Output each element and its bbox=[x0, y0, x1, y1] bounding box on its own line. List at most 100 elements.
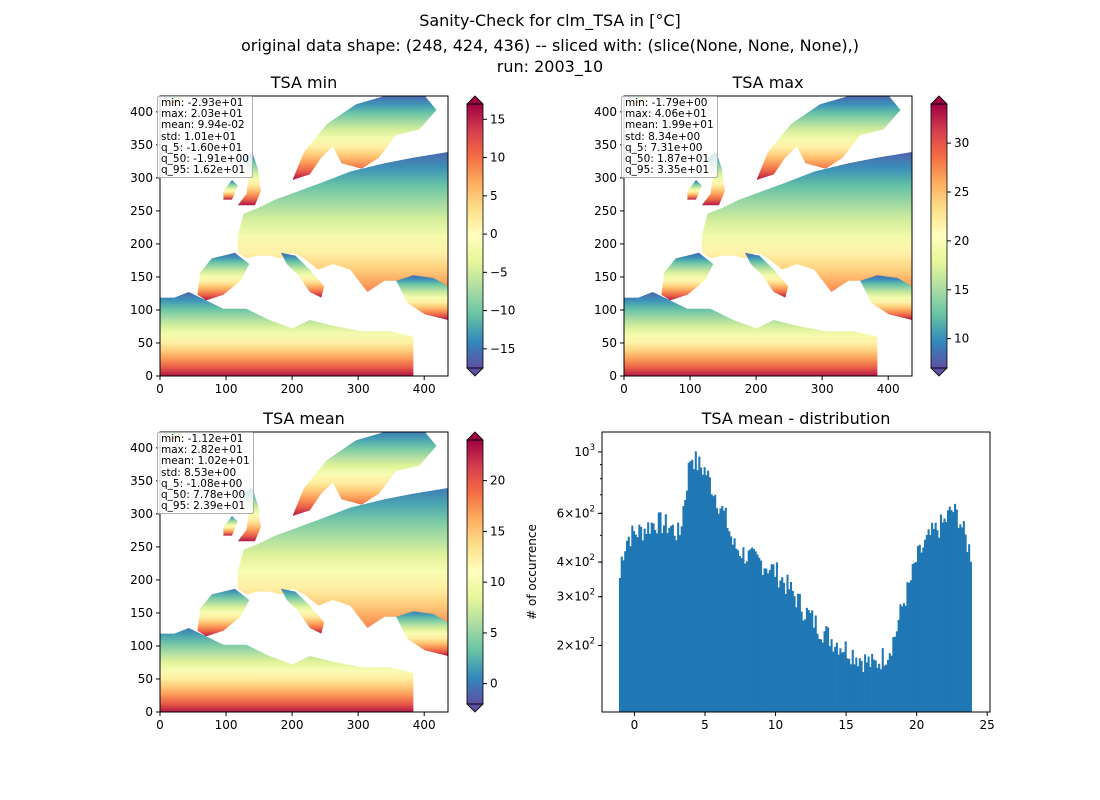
y-tick-label-exponent: 2 bbox=[590, 504, 595, 514]
histogram-bar bbox=[950, 510, 953, 712]
histogram-bar bbox=[964, 534, 967, 712]
histogram-bar bbox=[922, 547, 925, 712]
colorbar-tick-label: −10 bbox=[490, 304, 515, 318]
histogram-bar bbox=[821, 642, 824, 712]
histogram-bar bbox=[645, 534, 648, 712]
histogram-bar bbox=[800, 611, 803, 712]
histogram-bars bbox=[618, 451, 972, 712]
y-tick-label: 100 bbox=[130, 639, 153, 653]
y-tick-label-exponent: 3 bbox=[590, 443, 595, 453]
histogram-bar bbox=[844, 641, 847, 712]
histogram-bar bbox=[892, 637, 895, 712]
land-region bbox=[756, 96, 901, 180]
land-mask bbox=[160, 432, 448, 712]
y-tick-label: 350 bbox=[594, 138, 617, 152]
histogram-bar bbox=[941, 522, 944, 712]
histogram-bar bbox=[827, 627, 830, 712]
histogram-bar bbox=[752, 549, 756, 712]
histogram-bar bbox=[837, 654, 840, 712]
histogram-bar bbox=[888, 653, 891, 712]
histogram-bar bbox=[938, 537, 941, 712]
histogram-bar bbox=[828, 646, 831, 712]
land-region bbox=[237, 152, 448, 320]
y-tick-label: 300 bbox=[130, 507, 153, 521]
y-tick-label: 150 bbox=[130, 270, 153, 284]
stats-line: max: 2.03e+01 bbox=[161, 108, 243, 121]
stats-line: q_50: 7.78e+00 bbox=[161, 489, 246, 502]
colorbar-fill bbox=[467, 104, 483, 368]
histogram-bar bbox=[777, 587, 780, 712]
y-tick-label-base: 10 bbox=[574, 445, 589, 459]
colorbar-tick-label: 30 bbox=[954, 136, 969, 150]
histogram-bar bbox=[659, 512, 662, 712]
histogram-bar bbox=[897, 619, 900, 712]
land-region bbox=[160, 292, 414, 376]
histogram-bar bbox=[909, 580, 912, 712]
histogram-bar bbox=[812, 627, 815, 712]
y-tick-label: 150 bbox=[130, 606, 153, 620]
histogram-bar bbox=[913, 562, 916, 712]
stats-line: std: 8.53e+00 bbox=[161, 466, 237, 479]
colorbar: −15 −10 −5 0 5 10 15 bbox=[466, 95, 515, 377]
histogram-bar bbox=[756, 554, 759, 712]
histogram-bar bbox=[710, 494, 713, 712]
histogram-bar bbox=[883, 665, 886, 712]
histogram-bar bbox=[887, 659, 890, 712]
histogram-bar bbox=[760, 560, 763, 712]
x-tick-label: 400 bbox=[413, 718, 436, 732]
x-tick-label: 100 bbox=[215, 382, 238, 396]
land-region bbox=[292, 96, 437, 180]
stats-line: q_50: 1.87e+01 bbox=[625, 153, 710, 166]
histogram-bar bbox=[738, 556, 741, 712]
y-tick-label: 400 bbox=[594, 105, 617, 119]
histogram-bar bbox=[791, 590, 794, 712]
histogram-bar bbox=[946, 510, 950, 712]
histogram-bar bbox=[629, 546, 632, 712]
histogram-bar bbox=[708, 477, 711, 712]
y-tick-label: 250 bbox=[594, 204, 617, 218]
y-tick-label: 50 bbox=[138, 336, 153, 350]
colorbar-tick-label: 0 bbox=[490, 227, 498, 241]
colorbar-tick-label: 10 bbox=[490, 575, 505, 589]
histogram-bar bbox=[640, 526, 643, 712]
histogram-bar bbox=[834, 646, 837, 712]
histogram-bar bbox=[823, 631, 826, 712]
figure-title-line-2: original data shape: (248, 424, 436) -- … bbox=[241, 36, 859, 55]
x-tick-label: 300 bbox=[347, 382, 370, 396]
axes-frame bbox=[623, 95, 913, 377]
histogram-bar bbox=[633, 531, 636, 712]
y-tick-label-base: 6×10 bbox=[557, 506, 590, 520]
histogram-bar bbox=[835, 642, 838, 712]
histogram-bar bbox=[869, 666, 872, 712]
map-panel-2: 0 100 200 300 400 0 50 100 150 200 250 300 350 400 TSA… bbox=[594, 73, 969, 396]
histogram-bar bbox=[918, 544, 921, 712]
stats-line: q_5: 7.31e+00 bbox=[625, 141, 703, 154]
land-region bbox=[237, 488, 261, 542]
colorbar-tick-label: −15 bbox=[490, 342, 515, 356]
histogram-bar bbox=[714, 494, 717, 712]
land-region bbox=[396, 275, 448, 320]
histogram-bar bbox=[916, 546, 920, 712]
histogram-bar bbox=[790, 581, 793, 712]
histogram-bar bbox=[712, 496, 715, 712]
histogram-bar bbox=[671, 524, 674, 712]
histogram-bar bbox=[943, 518, 946, 712]
histogram-bar bbox=[689, 461, 692, 712]
stats-line: q_95: 3.35e+01 bbox=[625, 164, 710, 177]
histogram-bar bbox=[814, 615, 817, 712]
histogram-bar bbox=[932, 529, 935, 712]
histogram-bar bbox=[703, 467, 706, 712]
histogram-bar bbox=[761, 574, 764, 712]
map-panel-3: 0 100 200 300 400050100150200250300350400TSA… bbox=[130, 409, 505, 732]
y-tick-label: 50 bbox=[602, 336, 617, 350]
histogram-bar bbox=[638, 524, 641, 712]
histogram-bar bbox=[675, 540, 678, 712]
histogram-bar bbox=[830, 639, 833, 712]
histogram-bar bbox=[848, 658, 851, 712]
histogram-bar bbox=[775, 562, 778, 712]
histogram-bar bbox=[687, 462, 690, 712]
y-tick-label: 0 bbox=[145, 705, 153, 719]
histogram-bar bbox=[797, 593, 800, 712]
land-region bbox=[687, 180, 702, 200]
histogram-bar bbox=[782, 582, 786, 712]
